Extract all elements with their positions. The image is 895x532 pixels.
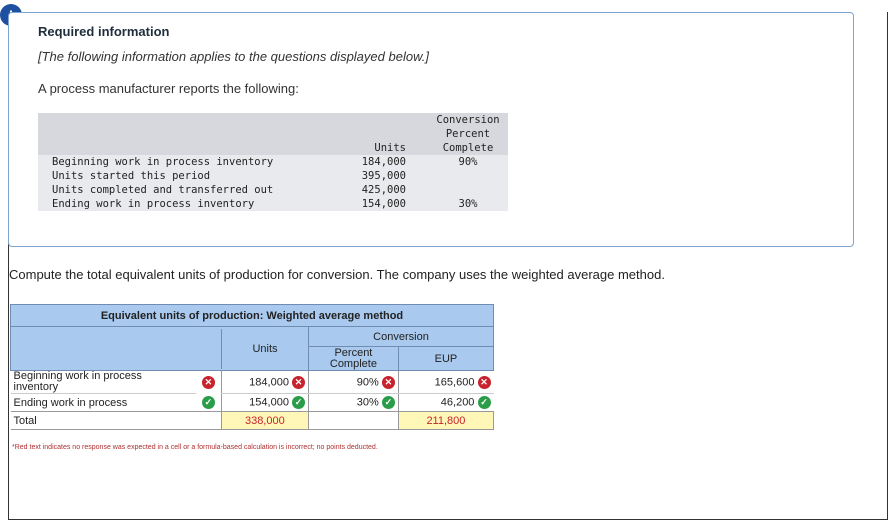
units-cell[interactable]: 184,000 ✕ bbox=[220, 370, 309, 394]
info-row-pct: 90% bbox=[458, 156, 478, 168]
units-cell[interactable]: 154,000 ✓ bbox=[220, 393, 309, 412]
info-table: Conversion Percent Units Complete Beginn… bbox=[38, 113, 508, 211]
units-header: Units bbox=[374, 142, 406, 154]
row-label: Beginning work in process inventory bbox=[10, 370, 197, 394]
percent-header-line1: Percent bbox=[334, 346, 373, 359]
info-row-units: 154,000 bbox=[361, 198, 406, 210]
required-title: Required information bbox=[38, 24, 170, 39]
check-circle-icon: ✓ bbox=[381, 396, 395, 409]
row-label-line1: Beginning work in process bbox=[13, 370, 142, 382]
eup-table: Equivalent units of production: Weighted… bbox=[10, 304, 495, 430]
eup-table-title: Equivalent units of production: Weighted… bbox=[10, 304, 494, 327]
units-value: 184,000 bbox=[249, 375, 289, 388]
x-circle-icon: ✕ bbox=[292, 375, 305, 389]
info-row: Units completed and transferred out 425,… bbox=[38, 183, 508, 197]
conv-header-1: Conversion bbox=[436, 114, 500, 126]
info-row-label: Beginning work in process inventory bbox=[52, 156, 274, 168]
percent-cell[interactable]: 30% ✓ bbox=[308, 393, 399, 412]
info-header-row-3: Units Complete bbox=[38, 141, 508, 155]
eup-header: EUP bbox=[397, 346, 495, 371]
percent-header-line2: Complete bbox=[329, 357, 377, 370]
required-note: [The following information applies to th… bbox=[38, 49, 429, 64]
total-units: 338,000 bbox=[220, 411, 310, 430]
units-column-header: Units bbox=[221, 328, 308, 369]
row-label: Ending work in process bbox=[10, 393, 197, 412]
info-row-pct bbox=[430, 169, 506, 183]
question-text: Compute the total equivalent units of pr… bbox=[9, 267, 665, 282]
percent-complete-header: Percent Complete bbox=[308, 346, 399, 371]
row-label-line2: inventory bbox=[13, 381, 59, 393]
units-value: 154,000 bbox=[249, 396, 289, 409]
conv-header-2: Percent bbox=[445, 128, 491, 140]
total-label: Total bbox=[10, 411, 222, 430]
conversion-header: Conversion bbox=[308, 326, 494, 347]
check-circle-icon: ✓ bbox=[477, 396, 491, 409]
info-row-pct bbox=[430, 183, 506, 197]
total-eup: 211,800 bbox=[397, 411, 495, 430]
info-row-label: Units started this period bbox=[52, 170, 211, 182]
question-frame bbox=[8, 12, 888, 520]
percent-cell[interactable]: 90% ✕ bbox=[308, 370, 399, 394]
eup-cell[interactable]: 46,200 ✓ bbox=[397, 393, 494, 412]
percent-value: 30% bbox=[356, 396, 379, 409]
eup-cell[interactable]: 165,600 ✕ bbox=[397, 370, 494, 394]
info-header-row-1: Conversion bbox=[38, 113, 508, 127]
info-row: Ending work in process inventory 154,000… bbox=[38, 197, 508, 211]
percent-value: 90% bbox=[356, 375, 379, 388]
info-row-label: Units completed and transferred out bbox=[52, 184, 274, 196]
info-row-pct: 30% bbox=[458, 198, 478, 210]
info-row: Beginning work in process inventory 184,… bbox=[38, 155, 508, 169]
eup-value: 165,600 bbox=[434, 375, 475, 388]
info-row-label: Ending work in process inventory bbox=[52, 198, 255, 210]
check-circle-icon: ✓ bbox=[292, 396, 305, 409]
x-circle-icon: ✕ bbox=[381, 375, 395, 389]
info-row: Units started this period 395,000 bbox=[38, 169, 508, 183]
info-header-row-2: Percent bbox=[38, 127, 508, 141]
total-row: Total 338,000 211,800 bbox=[10, 411, 495, 430]
info-row-units: 395,000 bbox=[361, 170, 406, 182]
info-row-units: 425,000 bbox=[361, 184, 406, 196]
info-row-units: 184,000 bbox=[361, 156, 406, 168]
required-intro: A process manufacturer reports the follo… bbox=[38, 81, 299, 96]
table-row: Ending work in process ✓ 154,000 ✓ 30% ✓… bbox=[10, 393, 494, 412]
eup-value: 46,200 bbox=[440, 396, 475, 409]
table-row: Beginning work in process inventory ✕ 18… bbox=[10, 370, 494, 394]
check-circle-icon: ✓ bbox=[201, 395, 215, 409]
footnote: *Red text indicates no response was expe… bbox=[12, 444, 378, 451]
x-circle-icon: ✕ bbox=[477, 375, 491, 389]
conv-header-3: Complete bbox=[442, 142, 494, 154]
x-circle-icon: ✕ bbox=[201, 375, 215, 389]
